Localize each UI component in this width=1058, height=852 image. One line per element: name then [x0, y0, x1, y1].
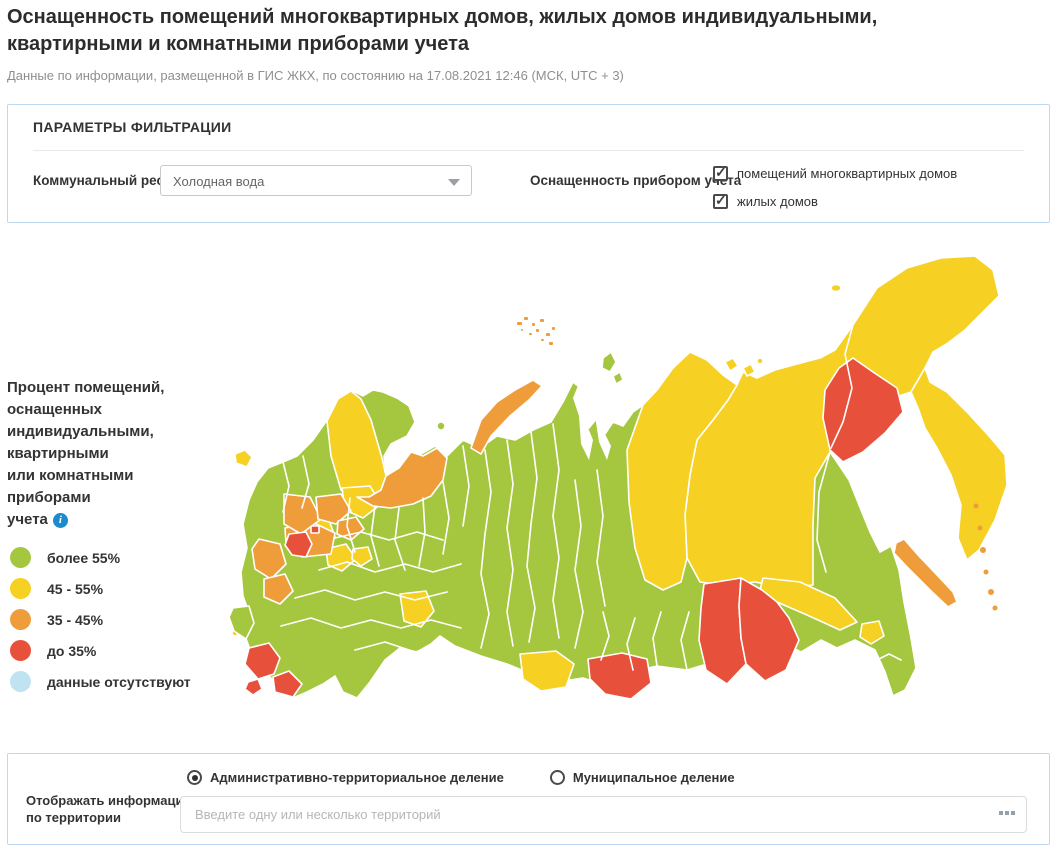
kuril-islands	[973, 503, 998, 611]
legend-item: более 55%	[7, 547, 217, 568]
legend-label: данные отсутствуют	[47, 673, 191, 690]
legend-label: более 55%	[47, 549, 121, 566]
checkbox-zhd[interactable]: ✓	[713, 192, 728, 209]
divider	[33, 150, 1024, 151]
legend-item: до 35%	[7, 640, 217, 661]
info-icon[interactable]: i	[52, 512, 68, 528]
equipment-label: Оснащенность прибором учета	[530, 173, 742, 188]
ellipsis-icon	[999, 811, 1003, 815]
radio-administrative-division[interactable]: Административно-территориальное деление	[187, 770, 504, 785]
franz-josef-land	[517, 317, 555, 345]
page-title: Оснащенность помещений многоквартирных д…	[7, 6, 878, 55]
filter-panel-title: ПАРАМЕТРЫ ФИЛЬТРАЦИИ	[33, 119, 232, 135]
check-icon: ✓	[715, 164, 727, 180]
checkbox-mkd[interactable]: ✓	[713, 164, 728, 181]
filter-panel: ПАРАМЕТРЫ ФИЛЬТРАЦИИ Коммунальный ресурс…	[7, 104, 1050, 223]
russia-map[interactable]	[185, 240, 1053, 745]
checkbox-row-zhd: ✓ жилых домов	[713, 192, 818, 209]
resource-label: Коммунальный ресурс	[33, 173, 188, 188]
legend-swatch-nodata	[10, 671, 31, 692]
territory-input[interactable]	[180, 796, 1027, 833]
radio-label[interactable]: Муниципальное деление	[572, 770, 735, 785]
map-region-borders	[280, 324, 902, 671]
legend-swatch-orange	[10, 609, 31, 630]
checkbox-row-mkd: ✓ помещений многоквартирных домов	[713, 164, 958, 181]
map-regions-green-islands[interactable]	[228, 351, 624, 640]
territory-display-label-line2: по территории	[26, 810, 121, 825]
legend-item: 45 - 55%	[7, 578, 217, 599]
legend-title-word: учета	[7, 511, 48, 528]
legend-title-line: или комнатными приборами	[7, 467, 134, 506]
legend-title-line: Процент помещений, оснащенных	[7, 379, 165, 418]
legend-label: до 35%	[47, 642, 97, 659]
territory-display-label-line1: Отображать информацию	[26, 793, 195, 808]
territory-panel: Административно-территориальное деление …	[7, 753, 1050, 845]
legend-label: 45 - 55%	[47, 580, 104, 597]
territory-input-wrap	[180, 796, 1027, 833]
checkbox-zhd-label[interactable]: жилых домов	[737, 194, 818, 209]
legend-label: 35 - 45%	[47, 611, 104, 628]
data-timestamp: Данные по информации, размещенной в ГИС …	[7, 68, 624, 83]
legend-swatch-yellow	[10, 578, 31, 599]
legend-title-line: учета i	[7, 509, 217, 531]
resource-select[interactable]: Холодная вода	[160, 165, 472, 196]
resource-select-value: Холодная вода	[173, 174, 265, 189]
map-regions-red[interactable]	[244, 357, 904, 700]
legend-title-line: индивидуальными, квартирными	[7, 423, 154, 462]
check-icon: ✓	[715, 192, 727, 208]
radio-dot	[191, 774, 198, 781]
radio-municipal-division[interactable]: Муниципальное деление	[549, 770, 735, 785]
map-legend: Процент помещений, оснащенных индивидуал…	[7, 377, 217, 702]
legend-items: более 55% 45 - 55% 35 - 45% до 35% данны…	[7, 547, 217, 692]
legend-item: 35 - 45%	[7, 609, 217, 630]
legend-swatch-red	[10, 640, 31, 661]
chevron-down-icon	[448, 179, 460, 186]
legend-swatch-green	[10, 547, 31, 568]
division-radio-group: Административно-территориальное деление …	[187, 770, 781, 785]
map-regions-orange[interactable]	[251, 317, 998, 611]
ellipsis-icon	[1005, 811, 1009, 815]
radio-label[interactable]: Административно-территориальное деление	[210, 770, 504, 785]
radio-icon[interactable]	[549, 770, 565, 785]
checkbox-mkd-label[interactable]: помещений многоквартирных домов	[737, 166, 958, 181]
legend-title: Процент помещений, оснащенных индивидуал…	[7, 377, 217, 531]
more-territories-button[interactable]	[999, 811, 1015, 815]
ellipsis-icon	[1011, 811, 1015, 815]
legend-item: данные отсутствуют	[7, 671, 217, 692]
radio-icon[interactable]	[187, 770, 202, 785]
territory-display-label: Отображать информацию по территории	[26, 792, 195, 826]
